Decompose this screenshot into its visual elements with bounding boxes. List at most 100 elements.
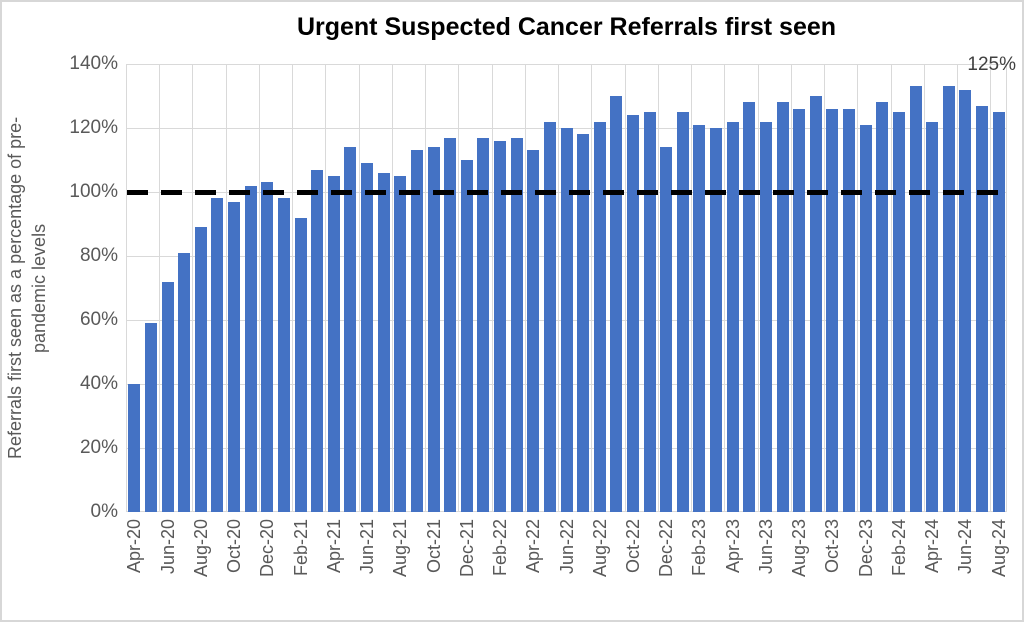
x-tick-label-Feb-21: Feb-21 <box>290 519 311 577</box>
x-tick-label-Jun-21: Jun-21 <box>357 519 378 575</box>
y-tick-label-80%: 80% <box>79 245 118 266</box>
bar-Mar-21 <box>311 169 324 512</box>
bar-Jul-21 <box>377 172 390 512</box>
y-tick-label-120%: 120% <box>69 117 118 138</box>
bar-Aug-23 <box>793 108 806 512</box>
v-gridline <box>790 64 792 512</box>
bar-Jun-23 <box>759 121 772 512</box>
bar-Jul-20 <box>178 252 191 512</box>
h-gridline-140 <box>126 64 1007 65</box>
bar-Nov-22 <box>643 112 656 512</box>
x-tick-label-Dec-22: Dec-22 <box>656 519 677 578</box>
v-gridline <box>824 64 826 512</box>
x-tick-label-Oct-22: Oct-22 <box>622 519 643 574</box>
bar-Feb-23 <box>693 124 706 512</box>
bar-Jan-22 <box>477 137 490 512</box>
x-tick-label-Apr-21: Apr-21 <box>323 519 344 574</box>
x-tick-label-Aug-22: Aug-22 <box>589 519 610 578</box>
bar-May-21 <box>344 147 357 512</box>
v-gridline <box>857 64 859 512</box>
v-gridline <box>126 64 127 512</box>
x-tick-label-Aug-21: Aug-21 <box>390 519 411 578</box>
v-gridline-right-edge <box>1006 64 1007 512</box>
x-tick-label-Oct-21: Oct-21 <box>423 519 444 574</box>
x-tick-label-Dec-23: Dec-23 <box>855 519 876 578</box>
bar-Sep-21 <box>410 150 423 512</box>
v-gridline <box>591 64 593 512</box>
v-gridline <box>159 64 161 512</box>
chart-title: Urgent Suspected Cancer Referrals first … <box>296 13 837 41</box>
bar-Jun-21 <box>361 163 374 512</box>
bar-Apr-20 <box>128 384 141 512</box>
bar-Apr-22 <box>527 150 540 512</box>
bar-Nov-20 <box>244 185 257 512</box>
x-tick-label-Apr-24: Apr-24 <box>922 519 943 574</box>
v-gridline <box>292 64 294 512</box>
v-gridline <box>524 64 526 512</box>
x-tick-label-Feb-24: Feb-24 <box>888 519 909 577</box>
bar-Jul-22 <box>577 134 590 512</box>
x-tick-label-Feb-23: Feb-23 <box>689 519 710 577</box>
v-gridline <box>624 64 626 512</box>
bar-Sep-20 <box>211 198 224 512</box>
bar-Aug-24 <box>992 112 1005 512</box>
x-tick-label-Oct-23: Oct-23 <box>822 519 843 574</box>
bar-Feb-22 <box>494 140 506 512</box>
v-gridline <box>458 64 460 512</box>
x-tick-label-Dec-21: Dec-21 <box>456 519 477 578</box>
x-tick-label-Jun-24: Jun-24 <box>955 519 976 575</box>
bar-Feb-21 <box>294 217 307 512</box>
bar-Mar-23 <box>710 128 723 512</box>
v-gridline <box>325 64 327 512</box>
y-tick-label-60%: 60% <box>79 309 118 330</box>
bar-Dec-21 <box>460 160 473 512</box>
x-tick-label-Oct-20: Oct-20 <box>224 519 245 574</box>
bar-Jun-22 <box>560 128 573 512</box>
v-gridline <box>990 64 992 512</box>
bar-Nov-23 <box>843 108 856 512</box>
x-tick-label-Apr-23: Apr-23 <box>722 519 743 574</box>
bar-Aug-22 <box>593 121 606 512</box>
bar-Nov-21 <box>444 137 457 512</box>
y-axis-title-line-1: Referrals first seen as a percentage of … <box>5 116 25 460</box>
v-gridline <box>225 64 227 512</box>
bar-May-22 <box>543 121 556 512</box>
bar-Apr-23 <box>726 121 739 512</box>
v-gridline <box>192 64 194 512</box>
x-tick-label-Feb-22: Feb-22 <box>490 519 510 577</box>
bar-Dec-23 <box>859 124 872 512</box>
bar-Oct-23 <box>826 108 839 512</box>
bar-Jul-23 <box>776 102 789 512</box>
bar-Oct-22 <box>626 115 639 512</box>
x-tick-label-Aug-20: Aug-20 <box>190 519 211 578</box>
bar-May-23 <box>743 102 756 512</box>
x-tick-label-Aug-24: Aug-24 <box>988 519 1009 578</box>
bar-Aug-20 <box>194 227 207 512</box>
v-gridline <box>258 64 260 512</box>
y-tick-label-20%: 20% <box>79 437 118 458</box>
bar-Oct-21 <box>427 147 440 512</box>
v-gridline <box>724 64 726 512</box>
reference-line-100pct <box>127 189 1007 195</box>
bar-Apr-21 <box>327 176 340 512</box>
x-tick-label-Apr-20: Apr-20 <box>124 519 145 574</box>
bar-Sep-23 <box>809 96 822 512</box>
y-tick-label-40%: 40% <box>79 373 118 394</box>
x-tick-label-Jun-23: Jun-23 <box>755 519 776 575</box>
y-tick-label-140%: 140% <box>69 53 118 74</box>
v-gridline <box>558 64 560 512</box>
v-gridline <box>923 64 925 512</box>
plot-area <box>126 64 1007 512</box>
v-gridline <box>757 64 759 512</box>
v-gridline <box>890 64 892 512</box>
bar-Feb-24 <box>892 112 905 512</box>
bar-Jan-21 <box>277 198 290 512</box>
bar-Sep-22 <box>610 96 623 512</box>
annotation-last-value: 125% <box>967 54 1016 75</box>
v-gridline <box>358 64 360 512</box>
v-gridline <box>391 64 393 512</box>
v-gridline <box>957 64 959 512</box>
x-tick-label-Apr-22: Apr-22 <box>523 519 544 574</box>
bar-Jun-24 <box>959 89 972 512</box>
